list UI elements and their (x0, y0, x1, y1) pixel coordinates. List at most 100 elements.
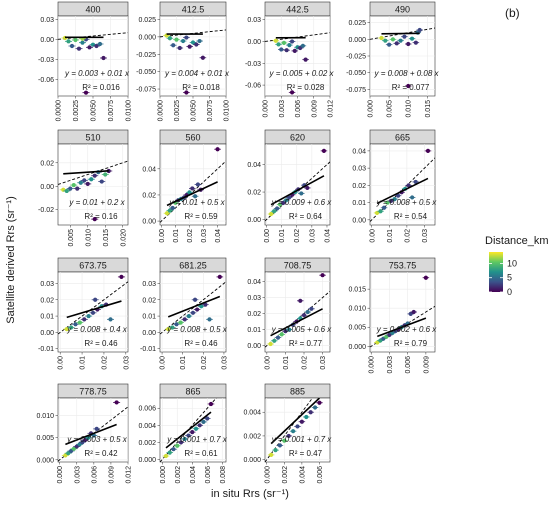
x-tick-label: 0.000 (57, 466, 64, 484)
data-point (97, 41, 103, 47)
plot-content (370, 272, 435, 352)
regression-equation: y = 0.004 + 0.01 x (164, 69, 230, 78)
regression-equation: y = 0.005 + 0.6 x (271, 325, 333, 334)
y-axis-label: Satellite derived Rrs (sr⁻¹) (5, 196, 17, 323)
data-point (190, 186, 195, 191)
y-tick-label: -0.075 (136, 87, 156, 94)
facet-title: 681.25 (179, 261, 207, 271)
data-point (89, 177, 94, 182)
regression-equation: y = 0.005 + 0.02 x (268, 69, 334, 78)
data-point (99, 179, 104, 184)
data-point (77, 442, 82, 447)
data-point (284, 48, 289, 53)
regression-equation: y = 0.002 + 0.6 x (376, 325, 438, 334)
data-point (93, 297, 98, 302)
data-point (167, 450, 172, 455)
x-tick-label: 0.02 (302, 356, 309, 370)
data-point (207, 317, 212, 322)
one-to-one-line (265, 290, 330, 348)
x-tick-label: 0.000 (368, 100, 375, 118)
data-point (282, 438, 287, 443)
y-tick-label: 0.000 (348, 344, 366, 351)
data-point (94, 426, 99, 431)
y-tick-label: 0.03 (247, 17, 261, 24)
data-point (197, 38, 202, 44)
x-tick-label: 0.04 (215, 229, 222, 243)
data-point (192, 297, 198, 302)
data-point (101, 55, 106, 61)
data-point (383, 38, 388, 43)
data-point (301, 313, 307, 318)
x-tick-label: 0.000 (264, 466, 271, 484)
x-tick-label: 0.006 (205, 466, 212, 484)
data-point (417, 27, 422, 33)
data-point (66, 451, 71, 456)
data-point (76, 46, 82, 51)
data-point (64, 327, 69, 332)
y-tick-label: -0.025 (346, 54, 366, 61)
data-point (184, 90, 189, 95)
data-point (175, 443, 180, 448)
y-tick-label: 0.03 (40, 281, 54, 288)
y-tick-label: 0.002 (243, 433, 261, 440)
data-point (396, 193, 401, 198)
data-point (197, 423, 202, 428)
data-point (374, 210, 380, 216)
facet-panel: 778.75y = 0.003 + 0.5 xR² = 0.420.0000.0… (36, 383, 133, 484)
data-point (283, 329, 288, 334)
data-point (178, 320, 183, 325)
data-point (80, 440, 85, 445)
x-tick-label: 0.0075 (108, 100, 115, 122)
data-point (170, 205, 175, 211)
data-point (409, 36, 415, 41)
x-tick-label: 0.003 (279, 100, 286, 118)
regression-equation: y = 0.008 + 0.4 x (66, 325, 128, 334)
x-tick-label: 0.010 (85, 229, 92, 247)
colorbar-ticks: 0 5 10 (489, 258, 517, 297)
data-point (287, 327, 292, 332)
data-point (381, 336, 386, 341)
data-point (299, 191, 304, 196)
data-point (274, 206, 280, 211)
data-point (90, 310, 96, 315)
y-tick-label: 0.004 (138, 423, 156, 430)
data-point (303, 57, 308, 62)
data-point (281, 40, 287, 46)
y-tick-label: 0.025 (348, 20, 366, 27)
y-tick-label: 0.02 (352, 183, 366, 190)
x-tick-label: 0.01 (279, 229, 286, 243)
x-tick-label: 0.0025 (73, 100, 80, 122)
data-point (186, 313, 191, 319)
data-point (94, 43, 99, 49)
y-tick-label: 0.02 (142, 192, 156, 199)
data-point (182, 436, 187, 442)
facet-panel: 442.5 y = 0.005 + 0.02 x R² = 0.028 0.03 0.0… (245, 1, 335, 118)
r-squared-label: R² = 0.59 (184, 212, 218, 221)
data-point (425, 148, 431, 153)
facet-title: 560 (185, 133, 200, 143)
y-tick-label: 0.00 (40, 37, 54, 44)
data-point (187, 190, 192, 195)
y-tick-label: 0.00 (40, 330, 54, 337)
y-tick-label: 0.005 (348, 325, 366, 332)
y-tick-label: 0.03 (352, 166, 366, 173)
facet-panel: 681.25 y = 0.008 + 0.5 x R² = 0.46 0.03 0.02… (140, 257, 228, 370)
regression-line (167, 295, 221, 318)
data-point (87, 45, 92, 50)
regression-equation: y = 0.008 + 0.5 x (376, 198, 438, 207)
data-point (71, 182, 76, 188)
data-point (268, 211, 274, 217)
x-tick-label: 0.006 (91, 466, 98, 484)
y-tick-label: 0.04 (247, 162, 261, 169)
r-squared-label: R² = 0.016 (82, 83, 120, 92)
r-squared-label: R² = 0.028 (287, 83, 325, 92)
data-point (215, 147, 220, 152)
regression-line (376, 177, 429, 205)
y-tick-label: -0.06 (38, 77, 54, 84)
data-point (308, 410, 313, 415)
r-squared-label: R² = 0.018 (182, 83, 220, 92)
data-point (309, 306, 314, 311)
y-tick-label: -0.01 (38, 346, 54, 353)
y-tick-label: 0.000 (348, 37, 366, 44)
y-tick-label: 0.010 (36, 413, 54, 420)
